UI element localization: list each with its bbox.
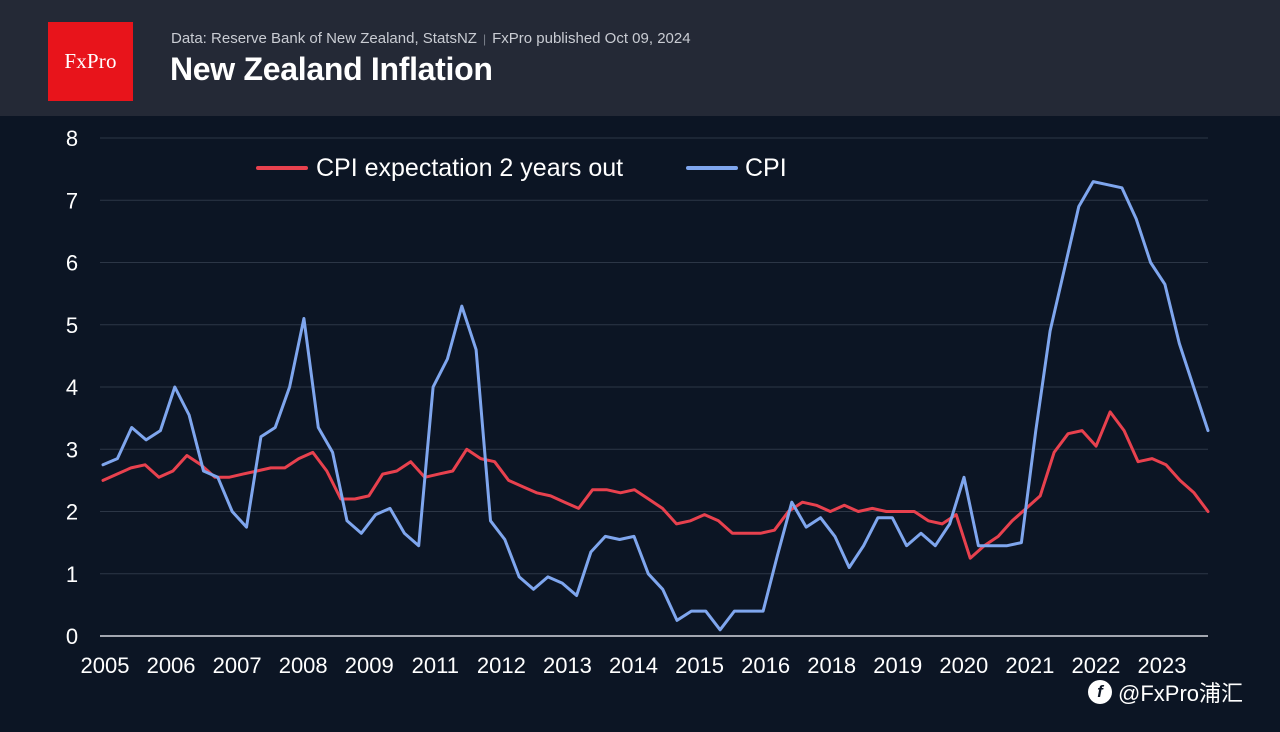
watermark: f @FxPro浦汇 [1088, 676, 1243, 708]
published-date: FxPro published Oct 09, 2024 [492, 30, 691, 47]
x-tick-label: 2012 [477, 653, 526, 678]
legend-label: CPI [745, 154, 787, 182]
y-tick-label: 6 [66, 251, 78, 276]
x-tick-label: 2019 [873, 653, 922, 678]
y-tick-label: 4 [66, 375, 78, 400]
weibo-logo-icon: f [1088, 680, 1112, 704]
x-tick-label: 2011 [412, 653, 459, 678]
x-tick-label: 2005 [81, 653, 130, 678]
fxpro-logo: FxPro [48, 22, 133, 101]
x-tick-label: 2023 [1138, 653, 1187, 678]
header-bar: FxPro Data: Reserve Bank of New Zealand,… [0, 0, 1280, 116]
x-tick-label: 2021 [1005, 653, 1054, 678]
separator: | [482, 32, 487, 46]
y-tick-label: 7 [66, 188, 78, 213]
series-lines [101, 180, 1210, 632]
x-tick-label: 2007 [213, 653, 262, 678]
series-line-cpi [101, 180, 1210, 632]
series-line-cpi-expectation [101, 410, 1210, 560]
x-tick-label: 2022 [1071, 653, 1120, 678]
x-tick-label: 2008 [279, 653, 328, 678]
x-tick-label: 2013 [543, 653, 592, 678]
page-title: New Zealand Inflation [170, 51, 493, 87]
logo-text: FxPro [64, 49, 117, 73]
y-tick-label: 8 [66, 126, 78, 151]
x-tick-label: 2006 [147, 653, 196, 678]
grid-lines [100, 137, 1208, 637]
y-tick-label: 5 [66, 313, 78, 338]
y-tick-label: 1 [66, 562, 78, 587]
x-tick-label: 2015 [675, 653, 724, 678]
y-tick-label: 0 [66, 624, 78, 649]
chart-legend: CPI expectation 2 years out CPI [256, 154, 787, 182]
data-source: Data: Reserve Bank of New Zealand, Stats… [171, 30, 477, 47]
x-axis-ticks: 2005 2006 2007 2008 2009 2011 2012 2013 2014 2015… [81, 653, 1187, 678]
x-tick-label: 2009 [345, 653, 394, 678]
x-tick-label: 2020 [939, 653, 988, 678]
x-tick-label: 2018 [807, 653, 856, 678]
legend-label: CPI expectation 2 years out [316, 154, 623, 182]
x-tick-label: 2016 [741, 653, 790, 678]
data-source-line: Data: Reserve Bank of New Zealand, Stats… [171, 30, 691, 47]
y-axis-ticks: 0 1 2 3 4 5 6 7 8 [66, 126, 78, 649]
y-tick-label: 2 [66, 500, 78, 525]
y-tick-label: 3 [66, 437, 78, 462]
watermark-text: @FxPro浦汇 [1118, 681, 1244, 706]
x-tick-label: 2014 [609, 653, 658, 678]
